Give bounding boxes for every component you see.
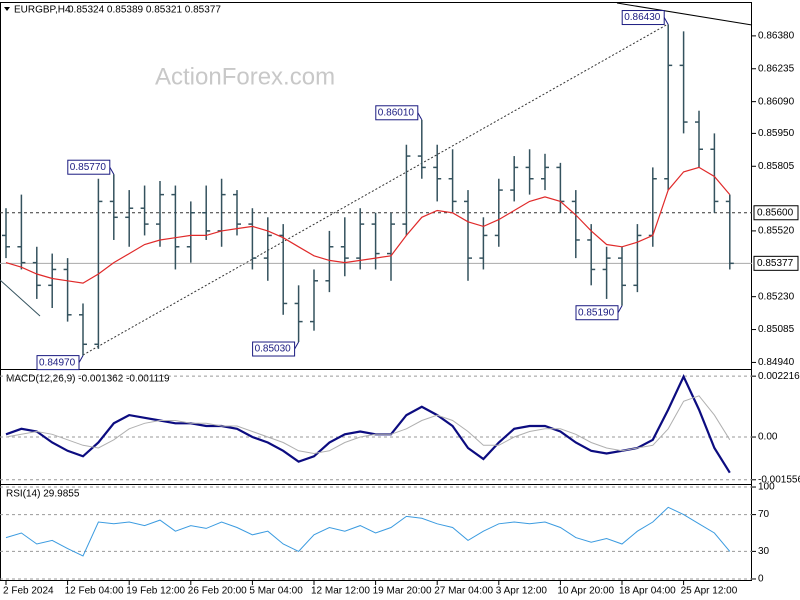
y-tick-label: 70 [758,509,770,520]
annotation-box [375,105,419,121]
y-tick-label: 0.86380 [758,31,795,42]
annotation-label: 0.84970 [39,357,76,368]
x-tick-label: 19 Mar 20:00 [373,586,432,597]
y-tick-label: 0.00 [758,432,778,443]
x-tick-label: 3 Apr 12:00 [496,586,548,597]
x-tick-label: 26 Feb 20:00 [188,586,247,597]
annotation-box [575,305,619,321]
annotation-box [67,159,111,175]
y-tick-label: 0.86090 [758,96,795,107]
y-tick-label: 0.85085 [758,324,795,335]
annotation-label: 0.85030 [255,344,292,355]
x-tick-label: 18 Apr 04:00 [619,586,676,597]
annotation-leader [663,17,669,25]
annotation-leader [109,166,115,175]
macd-title: MACD(12,26,9) -0.001362 -0.001119 [6,374,170,385]
y-tick-label: 0.85520 [758,226,795,237]
y-tick-label: -0.001556 [758,474,800,485]
x-tick-label: 12 Feb 04:00 [65,586,124,597]
annotation-box [36,355,80,371]
level-label: 0.85377 [757,258,794,269]
rsi-title: RSI(14) 29.9855 [6,489,80,500]
annotation-box [621,10,665,26]
annotation-label: 0.86430 [624,12,661,23]
x-tick-label: 12 Mar 12:00 [311,586,370,597]
level-label: 0.85600 [757,207,794,218]
x-tick-label: 10 Apr 20:00 [557,586,614,597]
annotation-label: 0.85190 [578,307,615,318]
level-label-box [753,255,799,271]
y-tick-label: 0.85950 [758,128,795,139]
y-tick-label: 0.002216 [758,371,800,382]
indicator-line [5,373,731,474]
trend-line [0,279,41,317]
y-tick-label: 100 [758,482,775,493]
trend-line [616,2,753,26]
indicator-line [5,395,731,455]
watermark: ActionForex.com [155,63,335,90]
annotation-leader [294,341,300,350]
annotation-leader [417,112,423,121]
annotation-label: 0.86010 [378,107,415,118]
x-tick-label: 5 Mar 04:00 [249,586,303,597]
x-tick-label: 27 Mar 04:00 [434,586,493,597]
x-tick-label: 25 Apr 12:00 [681,586,738,597]
x-tick-label: 2 Feb 2024 [3,586,54,597]
level-label-box [753,205,799,221]
moving-average [5,166,731,284]
annotation-box [252,341,296,357]
menu-arrow [4,7,10,11]
annotation-label: 0.85770 [70,162,107,173]
y-tick-label: 0.86235 [758,63,795,74]
y-tick-label: 0 [758,574,764,585]
annotation-leader [78,355,84,363]
annotation-leader [617,305,623,313]
symbol-title: EURGBP,H4 [14,5,71,16]
x-tick-label: 19 Feb 12:00 [126,586,185,597]
trend-line [82,23,669,356]
plot-frame [0,2,752,581]
y-tick-label: 30 [758,546,770,557]
y-tick-label: 0.84940 [758,357,795,368]
ohlc-header: 0.85324 0.85389 0.85321 0.85377 [68,5,221,16]
y-tick-label: 0.85230 [758,291,795,302]
indicator-line [5,506,731,557]
y-tick-label: 0.85805 [758,161,795,172]
